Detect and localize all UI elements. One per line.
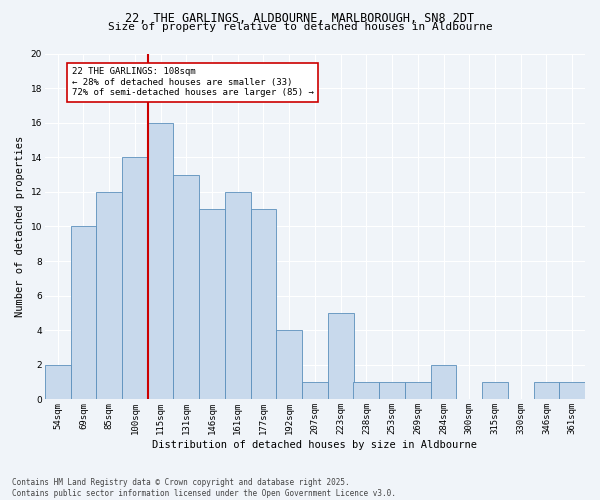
Bar <box>533 382 559 400</box>
Bar <box>328 313 353 400</box>
Bar <box>173 174 199 400</box>
Bar <box>148 122 173 400</box>
Bar <box>302 382 328 400</box>
Bar <box>277 330 302 400</box>
Bar <box>559 382 585 400</box>
Text: Contains HM Land Registry data © Crown copyright and database right 2025.
Contai: Contains HM Land Registry data © Crown c… <box>12 478 396 498</box>
Bar <box>199 209 225 400</box>
Bar <box>122 158 148 400</box>
Text: Size of property relative to detached houses in Aldbourne: Size of property relative to detached ho… <box>107 22 493 32</box>
Text: 22 THE GARLINGS: 108sqm
← 28% of detached houses are smaller (33)
72% of semi-de: 22 THE GARLINGS: 108sqm ← 28% of detache… <box>72 68 314 97</box>
Bar <box>96 192 122 400</box>
Bar <box>405 382 431 400</box>
Bar <box>71 226 96 400</box>
Bar <box>482 382 508 400</box>
Bar <box>353 382 379 400</box>
X-axis label: Distribution of detached houses by size in Aldbourne: Distribution of detached houses by size … <box>152 440 478 450</box>
Bar <box>225 192 251 400</box>
Bar <box>45 365 71 400</box>
Text: 22, THE GARLINGS, ALDBOURNE, MARLBOROUGH, SN8 2DT: 22, THE GARLINGS, ALDBOURNE, MARLBOROUGH… <box>125 12 475 26</box>
Bar <box>431 365 457 400</box>
Bar <box>251 209 277 400</box>
Bar <box>379 382 405 400</box>
Y-axis label: Number of detached properties: Number of detached properties <box>15 136 25 317</box>
